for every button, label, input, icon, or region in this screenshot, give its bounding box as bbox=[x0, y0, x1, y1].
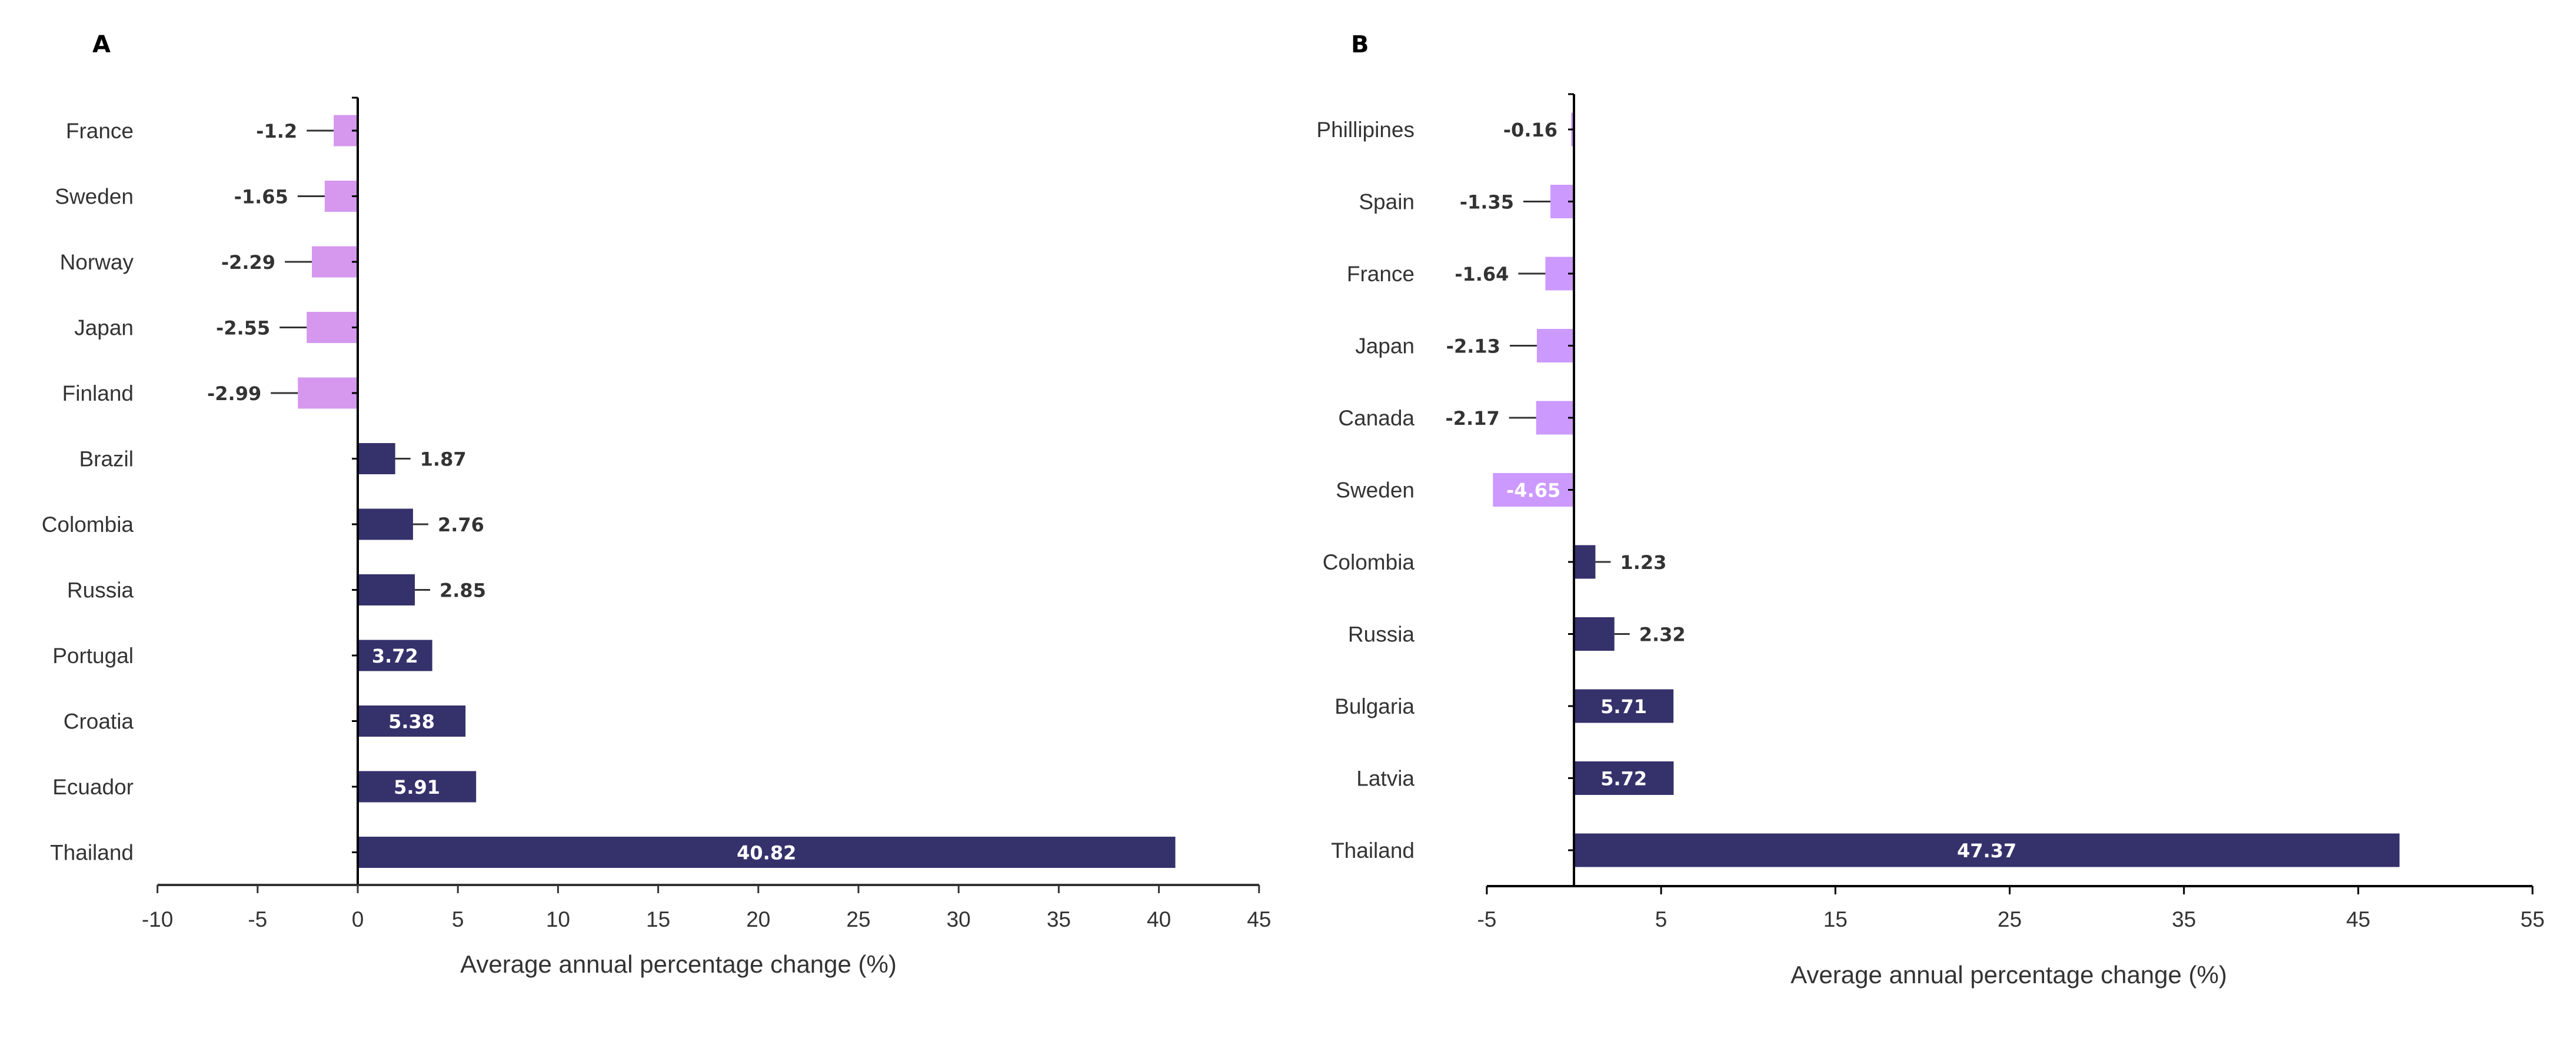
panel-a-category-label: Norway bbox=[60, 250, 134, 274]
panel-a-x-tick-label: 35 bbox=[1047, 907, 1071, 931]
panel-b-bar bbox=[1574, 833, 2400, 867]
panel-a-category-label: France bbox=[66, 119, 134, 143]
panel-a-x-tick-label: -10 bbox=[142, 907, 173, 931]
panel-a-category-label: Thailand bbox=[50, 841, 134, 865]
panel-b-bar bbox=[1493, 473, 1574, 507]
panel-b-value-label: 1.23 bbox=[1620, 551, 1666, 574]
panel-a-x-tick-label: 5 bbox=[452, 907, 464, 931]
panel-b-x-tick-label: 25 bbox=[1998, 907, 2022, 931]
panel-b-category-label: Russia bbox=[1348, 623, 1415, 647]
panel-b-bar bbox=[1574, 761, 1674, 795]
panel-b-category-label: Japan bbox=[1355, 334, 1415, 358]
panel-b-category-label: Bulgaria bbox=[1334, 694, 1415, 718]
panel-a-value-label: 40.82 bbox=[737, 842, 796, 864]
panel-a-label: A bbox=[92, 31, 111, 58]
panel-b-category-label: Latvia bbox=[1356, 767, 1415, 791]
panel-b-category-label: Colombia bbox=[1323, 550, 1415, 574]
panel-b-value-label: -2.13 bbox=[1446, 335, 1500, 358]
panel-b-x-tick-label: 15 bbox=[1823, 907, 1848, 931]
panel-b-value-label: 5.72 bbox=[1600, 768, 1647, 790]
panel-b-value-label: -1.64 bbox=[1455, 263, 1509, 285]
panel-b-x-axis-title: Average annual percentage change (%) bbox=[1790, 961, 2227, 989]
panel-a-x-tick-label: 15 bbox=[646, 907, 670, 931]
panel-a-value-label: 2.76 bbox=[438, 514, 484, 536]
panel-b-value-label: 47.37 bbox=[1957, 840, 2016, 862]
panel-b-category-label: Spain bbox=[1359, 190, 1415, 214]
panel-a-x-tick-label: 45 bbox=[1247, 907, 1271, 931]
panel-b-chart: B Average annual percentage change (%) P… bbox=[1316, 31, 2544, 989]
panel-b-x-tick-label: 55 bbox=[2521, 907, 2545, 931]
panel-a-bar bbox=[307, 312, 358, 343]
panel-a-value-label: -2.99 bbox=[207, 382, 261, 405]
panel-b-bar bbox=[1536, 401, 1574, 435]
panel-a-x-tick-label: 20 bbox=[746, 907, 770, 931]
panel-a-category-label: Japan bbox=[74, 316, 134, 340]
panel-a-value-label: -1.2 bbox=[256, 120, 297, 142]
panel-b-label: B bbox=[1351, 31, 1369, 58]
panel-b-value-label: -2.17 bbox=[1445, 407, 1499, 430]
panel-a-x-axis-title: Average annual percentage change (%) bbox=[460, 950, 897, 978]
panel-b-category-label: Canada bbox=[1338, 406, 1415, 430]
panel-a-bar bbox=[358, 771, 477, 803]
panel-a-category-label: Brazil bbox=[79, 447, 134, 471]
panel-a-bar bbox=[312, 246, 358, 278]
panel-b-value-label: 5.71 bbox=[1600, 695, 1647, 718]
panel-a-category-label: Colombia bbox=[42, 512, 134, 537]
panel-a-category-label: Portugal bbox=[52, 644, 134, 668]
panel-a-bar bbox=[358, 837, 1176, 868]
panel-a-x-tick-label: -5 bbox=[248, 907, 267, 931]
panel-a-value-label: 5.91 bbox=[394, 776, 440, 798]
panel-b-bar bbox=[1536, 329, 1574, 362]
panel-a-category-label: Sweden bbox=[55, 185, 134, 209]
panel-a-value-label: -1.65 bbox=[234, 186, 288, 208]
panel-b-value-label: 2.32 bbox=[1639, 624, 1686, 646]
panel-b-category-label: Thailand bbox=[1331, 838, 1415, 863]
panel-a-x-tick-label: 0 bbox=[352, 907, 364, 931]
panel-b-value-label: -1.35 bbox=[1460, 191, 1514, 214]
panel-b-x-tick-label: -5 bbox=[1477, 907, 1496, 931]
panel-a-bar bbox=[358, 705, 466, 737]
panel-a-x-tick-label: 40 bbox=[1147, 907, 1171, 931]
panel-a-bar bbox=[358, 574, 415, 605]
panel-a-category-label: Croatia bbox=[64, 710, 134, 734]
panel-a-x-tick-label: 30 bbox=[947, 907, 971, 931]
panel-a-value-label: 2.85 bbox=[440, 580, 486, 602]
panel-b-x-tick-label: 45 bbox=[2346, 907, 2370, 931]
panel-b-category-label: France bbox=[1347, 262, 1415, 286]
panel-b-value-label: -4.65 bbox=[1506, 480, 1560, 502]
panel-a-value-label: 3.72 bbox=[372, 645, 418, 667]
panel-a-bar bbox=[358, 640, 432, 671]
panel-a-category-label: Finland bbox=[62, 381, 134, 405]
panel-a-value-label: -2.55 bbox=[216, 317, 270, 340]
panel-b-category-label: Phillipines bbox=[1316, 118, 1415, 142]
panel-b-value-label: -0.16 bbox=[1503, 119, 1557, 141]
panel-a-value-label: 5.38 bbox=[388, 711, 435, 733]
panel-a-category-label: Russia bbox=[67, 578, 134, 603]
panel-a-chart: A Average annual percentage change (%) F… bbox=[42, 31, 1272, 978]
panel-b-category-label: Sweden bbox=[1336, 478, 1415, 502]
panel-b-x-tick-label: 35 bbox=[2172, 907, 2196, 931]
panel-a-bar bbox=[358, 508, 413, 540]
panel-a-bar bbox=[298, 377, 358, 409]
panel-b-bar bbox=[1574, 689, 1674, 723]
panel-a-value-label: -2.29 bbox=[221, 251, 275, 274]
panel-a-x-tick-label: 25 bbox=[846, 907, 870, 931]
panel-b-x-tick-label: 5 bbox=[1655, 907, 1668, 931]
panel-a-category-label: Ecuador bbox=[52, 775, 134, 799]
panel-a-value-label: 1.87 bbox=[420, 448, 467, 471]
panel-a-x-tick-label: 10 bbox=[546, 907, 570, 931]
panel-b-bar bbox=[1574, 545, 1596, 579]
panel-b-bar bbox=[1574, 617, 1615, 651]
panel-a-bar bbox=[358, 443, 395, 474]
